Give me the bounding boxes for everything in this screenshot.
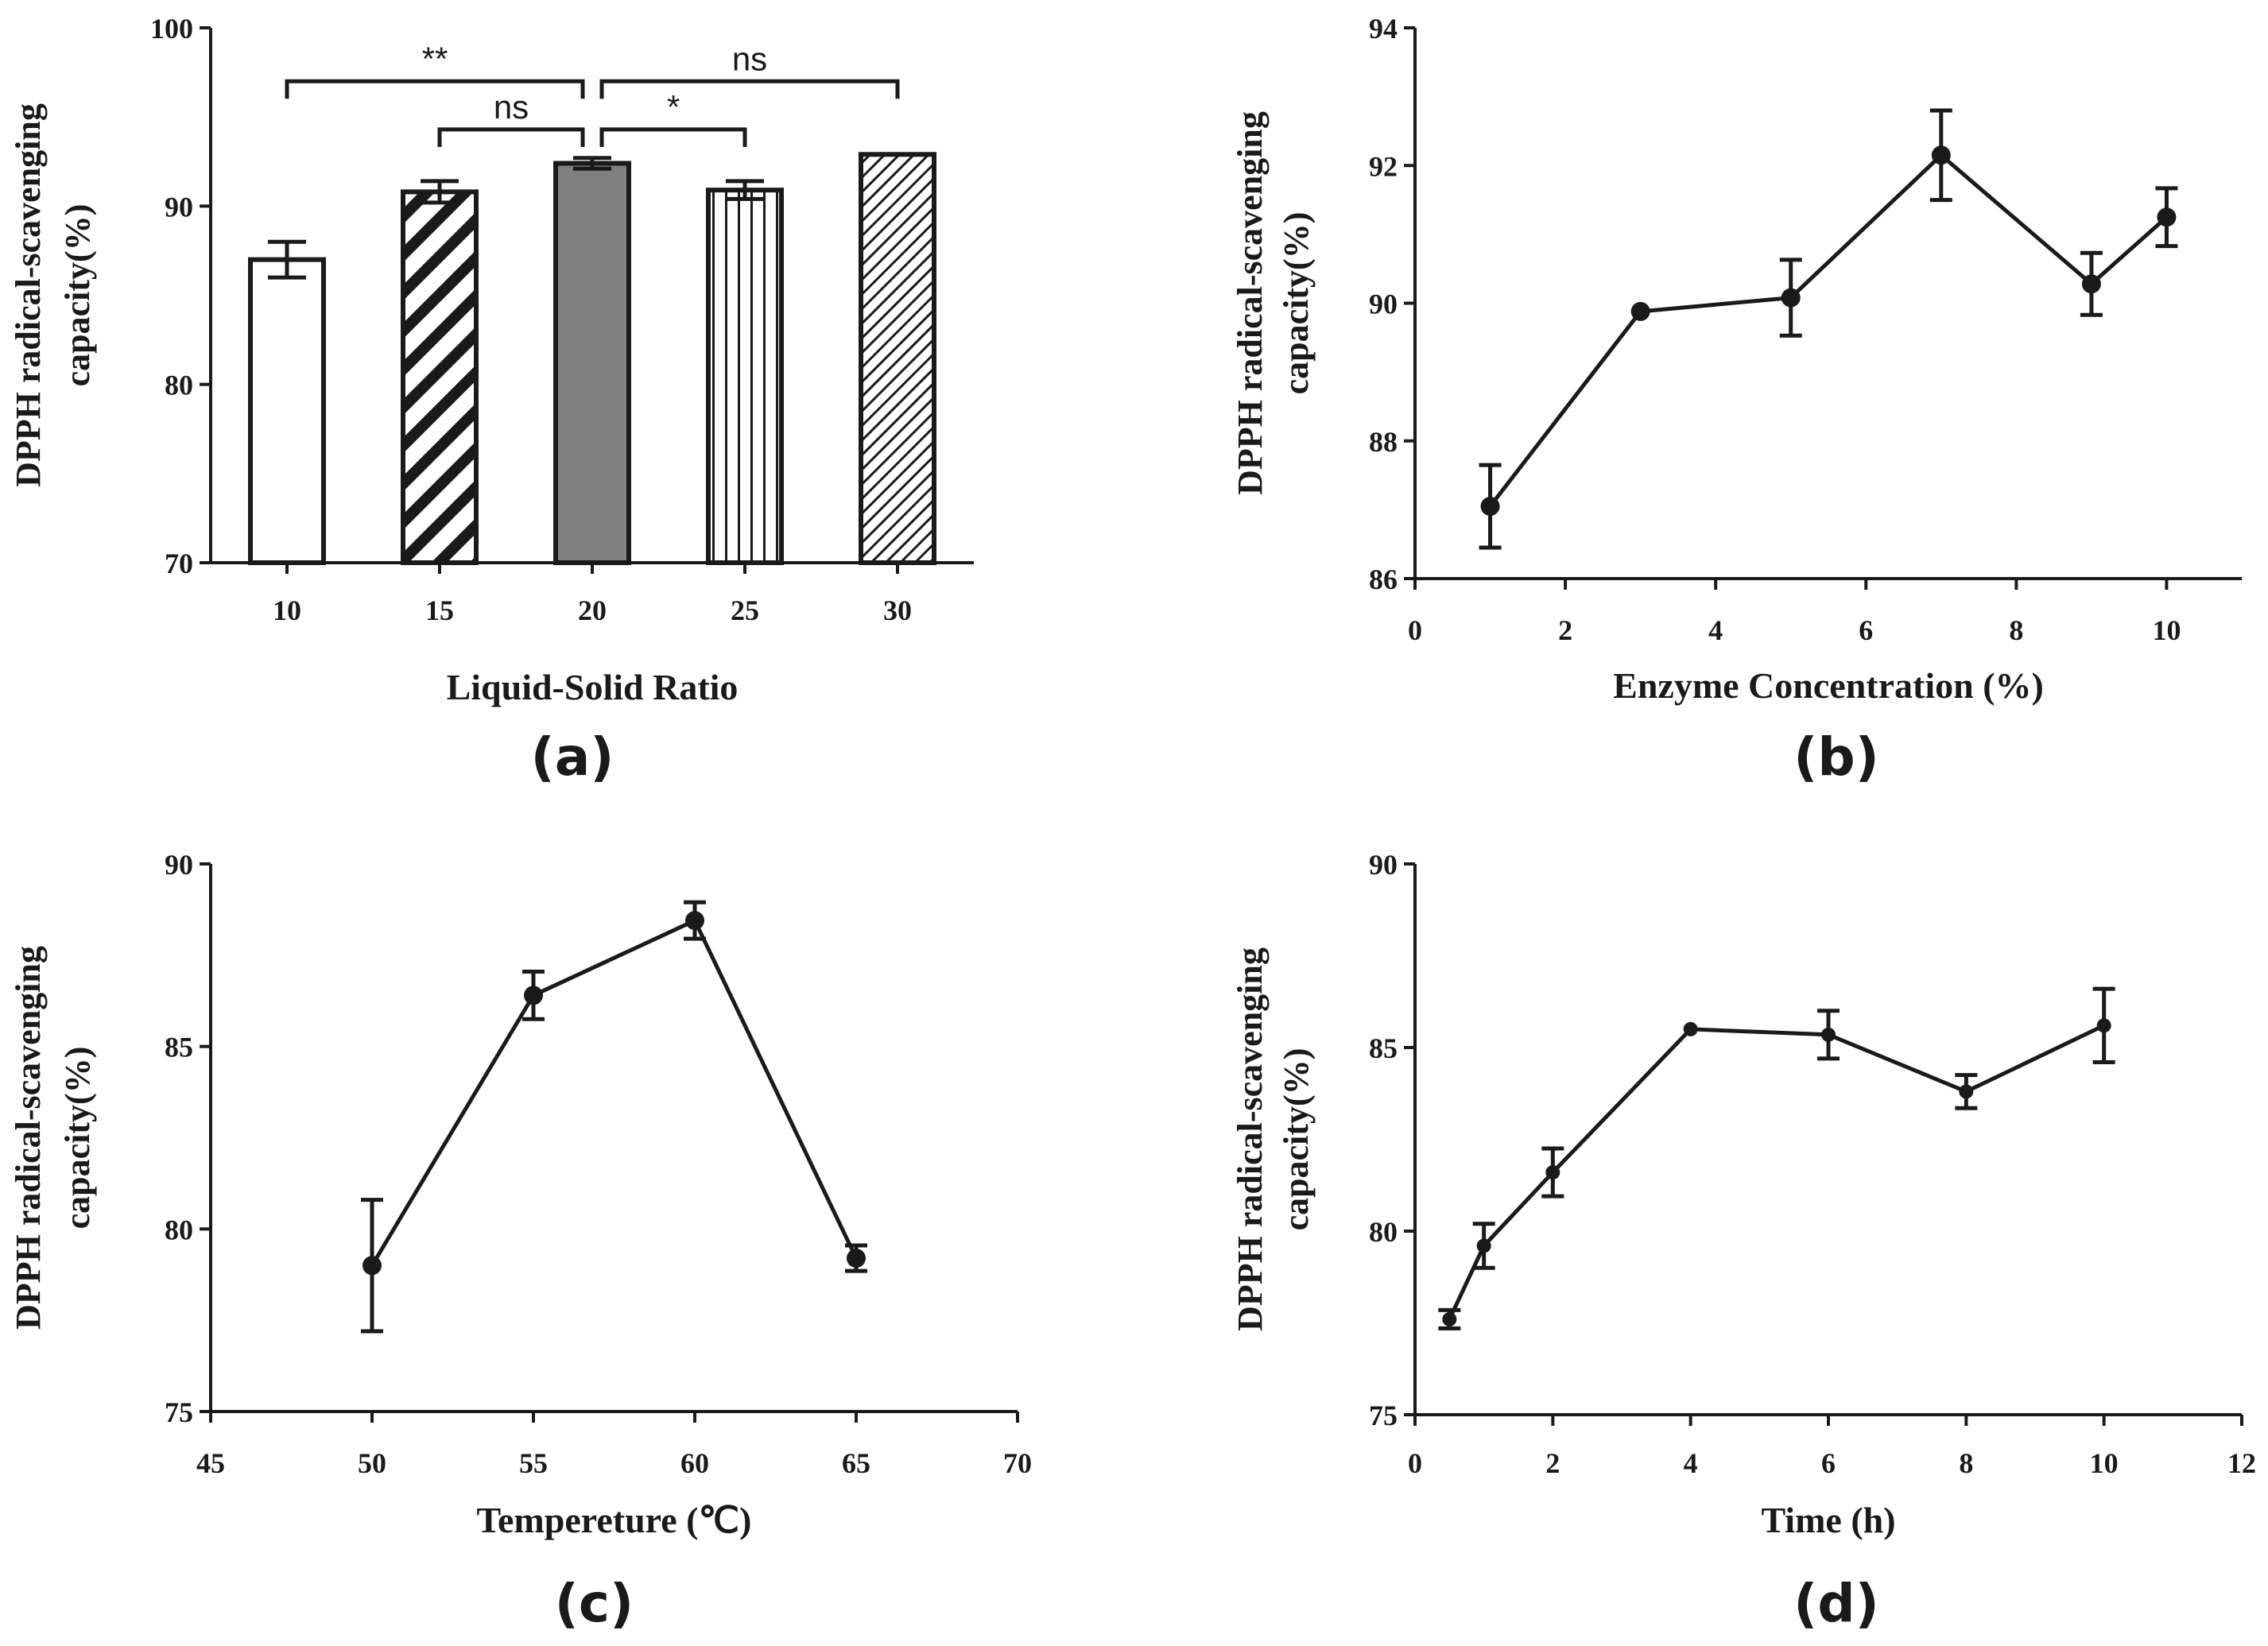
y-tick-label: 90 (1369, 849, 1398, 881)
panel-label: (a) (531, 726, 614, 788)
data-point (685, 911, 704, 931)
significance-bracket (437, 127, 585, 147)
panel-label: (d) (1793, 1573, 1879, 1634)
data-point (847, 1249, 866, 1268)
panel-label: (c) (555, 1573, 634, 1634)
x-tick-label: 0 (1408, 1447, 1422, 1479)
data-point (1683, 1021, 1698, 1036)
x-tick-label: 20 (578, 594, 607, 626)
significance-label: * (667, 88, 680, 126)
y-axis-title: DPPH radical-scavenging (1231, 947, 1270, 1331)
significance-bracket (599, 79, 900, 99)
data-point (2081, 274, 2101, 294)
x-axis-title: Enzyme Concentration (%) (1613, 665, 2044, 706)
y-axis-title: DPPH radical-scavenging (9, 946, 48, 1330)
chart-panel-d: 75 80 85 90 0 2 4 6 8 10 12 DPPH radical-scavenging… (1231, 849, 2256, 1634)
x-tick-label: 12 (2227, 1447, 2256, 1479)
data-point (362, 1256, 382, 1276)
x-tick-label: 30 (883, 594, 912, 626)
data-point (1959, 1084, 1974, 1099)
x-tick-label: 4 (1708, 614, 1723, 646)
data-point (2157, 207, 2177, 227)
x-tick-label: 25 (731, 594, 759, 626)
x-axis-title: Time (h) (1761, 1500, 1895, 1540)
y-axis-title: DPPH radical-scavenging (1231, 111, 1270, 495)
x-tick-label: 10 (273, 594, 301, 626)
x-tick-label: 55 (519, 1447, 548, 1479)
data-point (524, 986, 543, 1005)
y-tick-label: 85 (1369, 1032, 1398, 1064)
x-tick-label: 50 (358, 1447, 386, 1479)
y-tick-label: 90 (1369, 289, 1398, 320)
y-tick-label: 94 (1369, 13, 1398, 45)
panel-label: (b) (1793, 726, 1879, 788)
significance-bracket (285, 79, 585, 99)
significance-bracket (599, 127, 747, 147)
x-axis-title: Liquid-Solid Ratio (447, 667, 739, 707)
error-bar (421, 179, 459, 205)
error-bar (573, 156, 611, 171)
x-tick-label: 8 (1959, 1447, 1973, 1479)
chart-panel-c: 75 80 85 90 45 50 55 60 65 70 DPPH radical-scaveng… (9, 849, 1032, 1634)
x-tick-label: 70 (1003, 1447, 1032, 1479)
y-axis-title: capacity(%) (1277, 212, 1316, 395)
bar (859, 152, 936, 565)
data-point (1476, 1238, 1491, 1253)
series-line (370, 917, 859, 1267)
y-axis-title: capacity(%) (58, 1047, 97, 1230)
x-tick-label: 45 (196, 1447, 225, 1479)
y-tick-label: 86 (1369, 564, 1398, 595)
y-tick-label: 88 (1369, 426, 1398, 458)
y-axis-title: DPPH radical-scavenging (9, 103, 48, 487)
bar (706, 188, 784, 565)
x-tick-label: 60 (680, 1447, 709, 1479)
chart-panel-a: 70 80 90 100 10 15 20 25 30 DPPH radical-scavengi… (9, 13, 974, 788)
series-line (1488, 152, 2169, 508)
data-point (1931, 145, 1951, 165)
x-tick-label: 65 (842, 1447, 870, 1479)
y-tick-label: 80 (165, 370, 193, 401)
significance-label: ** (422, 40, 448, 77)
y-tick-label: 75 (165, 1396, 193, 1428)
x-tick-label: 10 (2152, 614, 2181, 646)
data-point (1781, 288, 1801, 308)
y-tick-label: 92 (1369, 150, 1398, 182)
bar (553, 161, 631, 565)
x-tick-label: 10 (2090, 1447, 2119, 1479)
x-tick-label: 4 (1684, 1447, 1698, 1479)
data-point (1821, 1027, 1836, 1042)
y-tick-label: 85 (165, 1032, 193, 1063)
y-tick-label: 80 (165, 1214, 193, 1245)
x-tick-label: 6 (1859, 614, 1873, 646)
data-point (1545, 1165, 1560, 1180)
y-tick-label: 90 (165, 849, 193, 881)
y-tick-label: 80 (1369, 1216, 1398, 1248)
x-tick-label: 6 (1821, 1447, 1836, 1479)
x-tick-label: 2 (1545, 1447, 1560, 1479)
x-tick-label: 8 (2009, 614, 2023, 646)
y-tick-label: 70 (165, 548, 193, 579)
x-tick-label: 0 (1408, 614, 1422, 646)
x-axis-title: Tempereture (℃) (477, 1500, 752, 1540)
data-point (1630, 301, 1650, 321)
error-bar (726, 179, 764, 201)
y-tick-label: 90 (165, 191, 193, 223)
y-axis-title: capacity(%) (1277, 1048, 1316, 1231)
y-tick-label: 75 (1369, 1400, 1398, 1431)
y-axis-title: capacity(%) (58, 204, 97, 387)
data-point (1480, 497, 1500, 517)
data-point (1442, 1311, 1457, 1326)
x-tick-label: 15 (425, 594, 454, 626)
error-bar (268, 239, 306, 280)
bar (248, 257, 326, 565)
y-tick-label: 100 (150, 13, 193, 45)
significance-label: ns (494, 88, 529, 126)
chart-panel-b: 86 88 90 92 94 0 2 4 6 8 10 DPPH radical-scavenging… (1231, 13, 2242, 788)
significance-label: ns (732, 40, 767, 77)
data-point (2096, 1018, 2111, 1033)
x-tick-label: 2 (1558, 614, 1572, 646)
bar (401, 189, 479, 566)
